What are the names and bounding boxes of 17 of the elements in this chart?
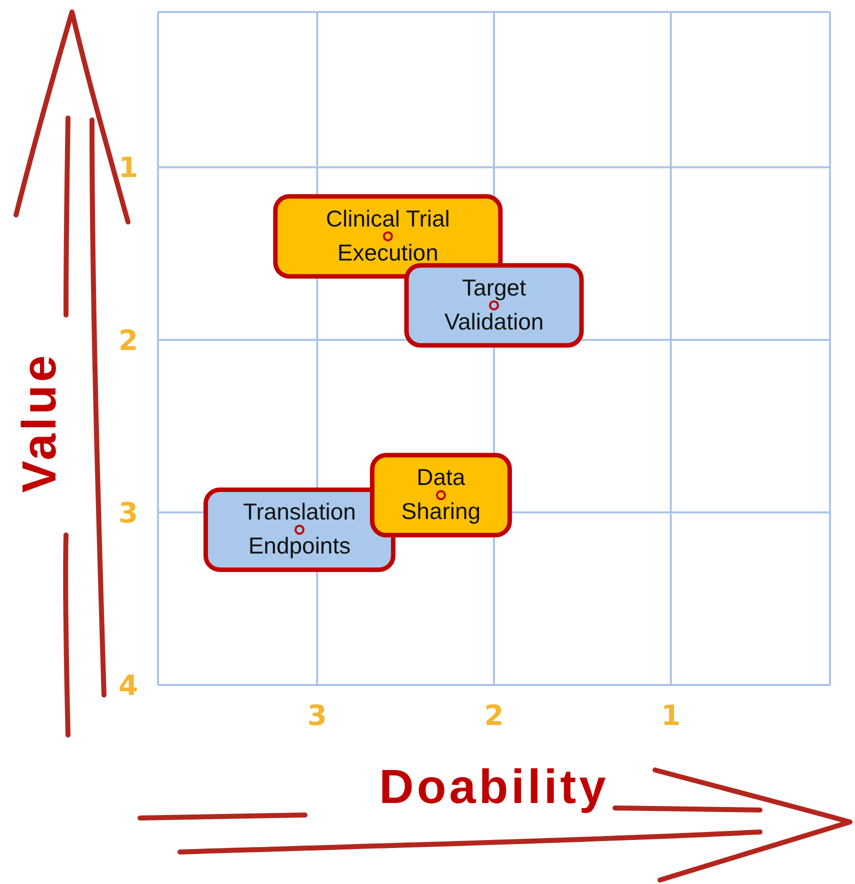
y-tick-label: 4 [118, 668, 138, 702]
y-tick-label: 2 [118, 324, 138, 357]
point [436, 490, 446, 500]
x-tick-label: 1 [661, 698, 681, 732]
x-axis-title: Doability [379, 761, 609, 814]
y-axis-title: Value [14, 352, 66, 493]
point [489, 300, 499, 310]
data-label: Translation Endpoints [243, 498, 356, 559]
point [294, 524, 304, 535]
point [382, 231, 393, 242]
y-tick-label: 3 [118, 496, 138, 530]
x-tick-label: 3 [307, 698, 327, 732]
x-tick-label: 2 [484, 698, 504, 732]
data-label: Clinical Trial Execution [326, 205, 450, 266]
data-label: Target Validation [444, 274, 544, 334]
data-label: Data Sharing [401, 464, 481, 524]
y-tick-label: 1 [118, 151, 138, 184]
